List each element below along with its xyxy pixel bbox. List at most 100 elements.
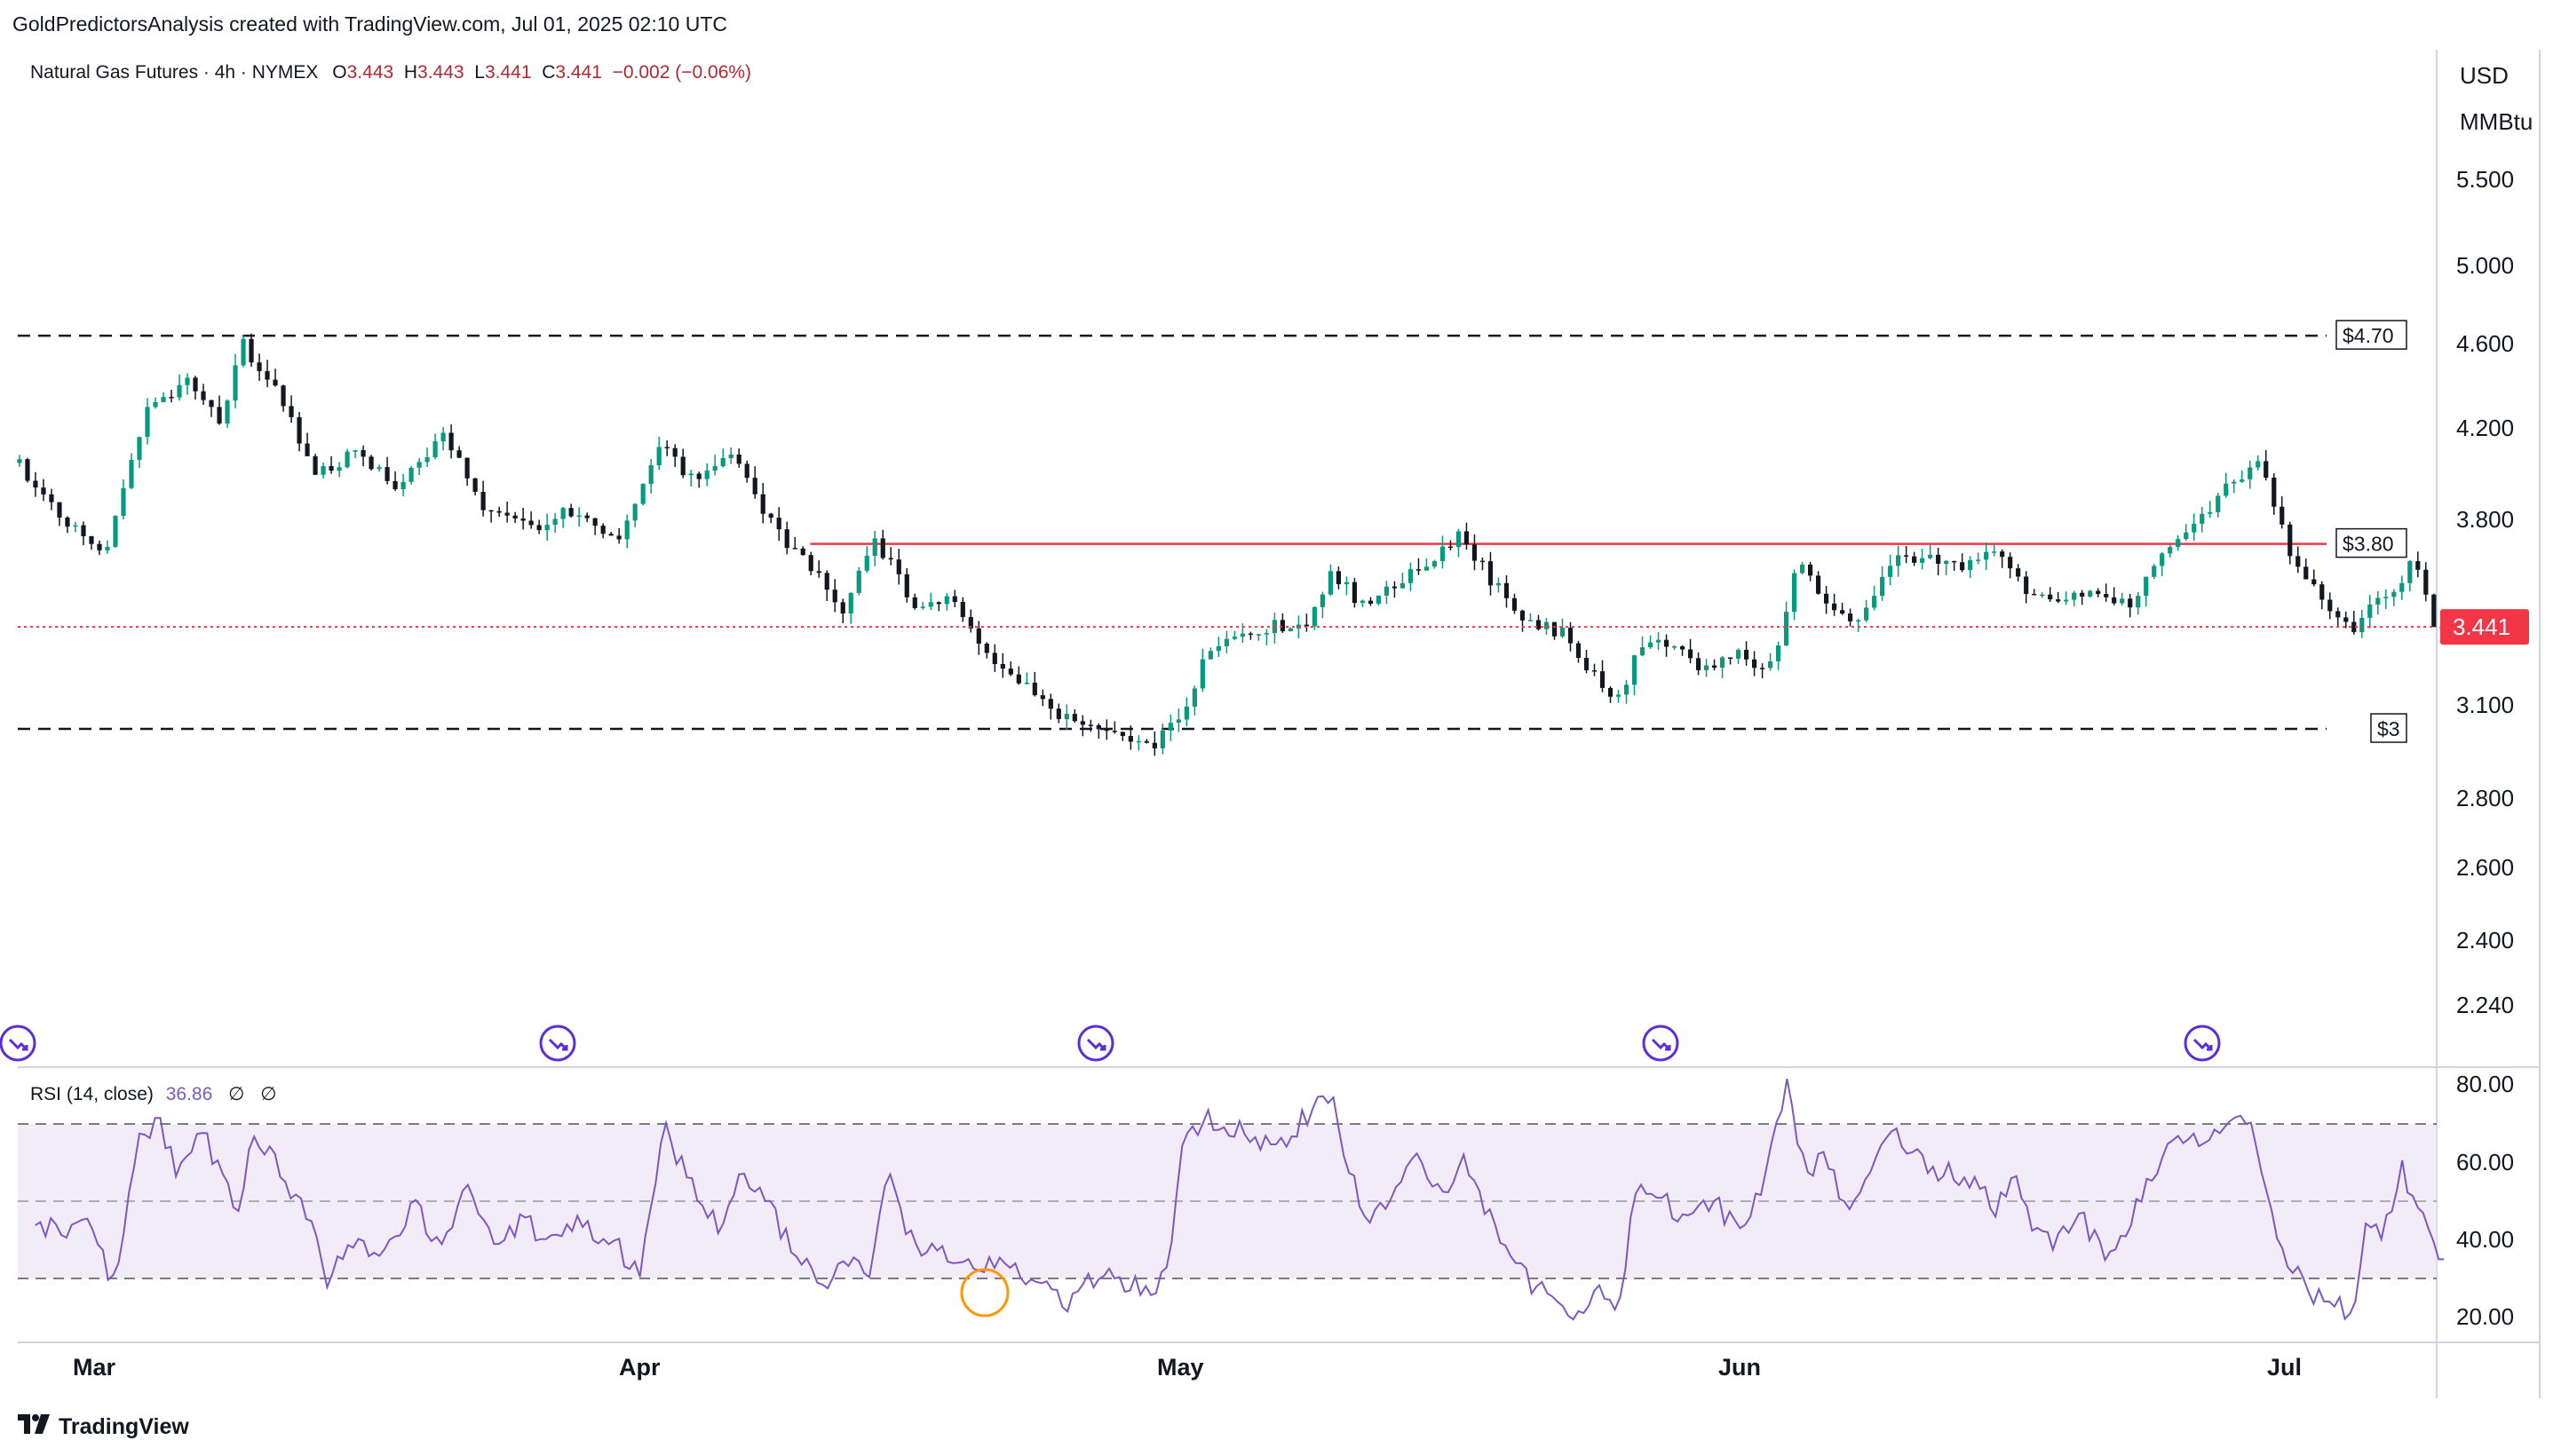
candle-body — [2144, 576, 2149, 597]
candle-body — [2343, 617, 2349, 622]
candle-body — [1751, 659, 1757, 669]
candle-body — [321, 465, 326, 475]
candle-body — [952, 596, 957, 603]
open-value: 3.443 — [346, 62, 394, 83]
candle-body — [1328, 571, 1334, 595]
candle-body — [1431, 561, 1438, 567]
candle-body — [872, 538, 877, 557]
level-lines[interactable]: $4.70 $3.80 $3 — [18, 320, 2407, 743]
candle-body — [2064, 599, 2069, 602]
candle-body — [1968, 559, 1973, 571]
candle-body — [768, 513, 773, 518]
candle-body — [504, 512, 510, 516]
candle-body — [1447, 546, 1454, 549]
candle-body — [2287, 524, 2293, 557]
candle-body — [1376, 595, 1382, 604]
candle-body — [400, 481, 406, 490]
candle-body — [640, 484, 646, 504]
candle-body — [121, 487, 126, 517]
last-price-line: 3.441 — [18, 609, 2529, 645]
price-tick: 2.400 — [2456, 927, 2514, 954]
candle-body — [153, 401, 158, 408]
rsi-na-1: ∅ — [228, 1084, 245, 1104]
candle-body — [2016, 568, 2021, 577]
candle-body — [656, 447, 662, 466]
candle-body — [2232, 481, 2237, 484]
candle-body — [2375, 597, 2381, 605]
candle-body — [1032, 682, 1037, 696]
candle-body — [568, 508, 574, 517]
rsi-line — [35, 1079, 2445, 1321]
price-ticks: 5.500 5.000 4.600 4.200 3.800 3.100 2.80… — [2456, 166, 2514, 1018]
candle-body — [17, 459, 22, 463]
candle-body — [1112, 731, 1117, 732]
event-marker-icon[interactable] — [1642, 1025, 1679, 1062]
candle-body — [936, 602, 941, 605]
event-marker-icon[interactable] — [1077, 1025, 1114, 1062]
candle-body — [784, 529, 789, 549]
tradingview-brand[interactable]: TradingView — [18, 1414, 189, 1440]
price-currency: USD — [2460, 62, 2509, 89]
price-tick: 5.000 — [2456, 252, 2514, 279]
candle-body — [1615, 694, 1621, 697]
candle-body — [1016, 674, 1021, 684]
candle-body — [1631, 655, 1637, 685]
candle-body — [2415, 561, 2421, 570]
candle-body — [2032, 593, 2037, 596]
candle-body — [1960, 562, 1965, 571]
date-tick-jul: Jul — [2267, 1354, 2302, 1381]
candle-body — [2072, 592, 2077, 600]
symbol-legend: Natural Gas Futures · 4h · NYMEX O3.443 … — [30, 62, 751, 83]
candle-body — [488, 510, 494, 512]
candle-body — [1711, 665, 1717, 669]
candle-body — [2176, 539, 2181, 548]
event-marker-icon[interactable] — [539, 1025, 576, 1062]
candle-body — [1783, 612, 1789, 645]
candle-body — [2056, 599, 2061, 602]
event-markers[interactable] — [0, 1025, 2221, 1062]
event-marker-icon[interactable] — [0, 1025, 36, 1062]
candle-body — [1928, 554, 1933, 558]
candle-body — [1415, 569, 1422, 571]
candle-body — [520, 518, 526, 521]
candle-body — [1759, 668, 1765, 669]
candle-body — [193, 377, 198, 392]
symbol-name[interactable]: Natural Gas Futures · 4h · NYMEX — [30, 62, 319, 83]
candle-body — [448, 432, 454, 451]
candle-body — [592, 518, 598, 526]
candle-body — [1912, 556, 1917, 563]
candle-body — [81, 525, 86, 536]
candle-body — [2256, 461, 2261, 468]
candle-body — [1872, 596, 1877, 608]
candle-body — [2431, 594, 2437, 628]
candle-body — [912, 597, 917, 608]
candle-body — [1767, 661, 1773, 669]
candle-body — [1455, 531, 1462, 548]
rsi-label[interactable]: RSI (14, close) — [30, 1084, 154, 1104]
date-tick-mar: Mar — [73, 1354, 116, 1381]
candle-body — [217, 407, 222, 424]
candle-body — [1671, 646, 1677, 648]
event-marker-icon[interactable] — [2184, 1025, 2221, 1062]
candle-body — [97, 543, 102, 550]
candle-body — [241, 338, 246, 366]
candle-body — [1583, 658, 1590, 671]
candle-body — [1840, 610, 1845, 614]
candle-body — [688, 473, 694, 476]
candle-body — [696, 473, 702, 479]
price-tick: 2.800 — [2456, 785, 2514, 811]
candle-body — [1888, 566, 1893, 577]
candle-body — [864, 556, 869, 571]
price-unit: MMBtu — [2460, 108, 2533, 135]
candle-body — [169, 397, 174, 399]
candle-body — [249, 338, 254, 363]
candle-body — [2184, 532, 2189, 540]
candle-body — [392, 480, 398, 490]
candle-body — [1088, 724, 1093, 726]
candle-body — [1264, 633, 1270, 635]
candle-body — [1224, 638, 1229, 646]
candle-body — [704, 471, 710, 479]
candle-body — [353, 450, 358, 452]
candle-body — [1216, 645, 1221, 652]
